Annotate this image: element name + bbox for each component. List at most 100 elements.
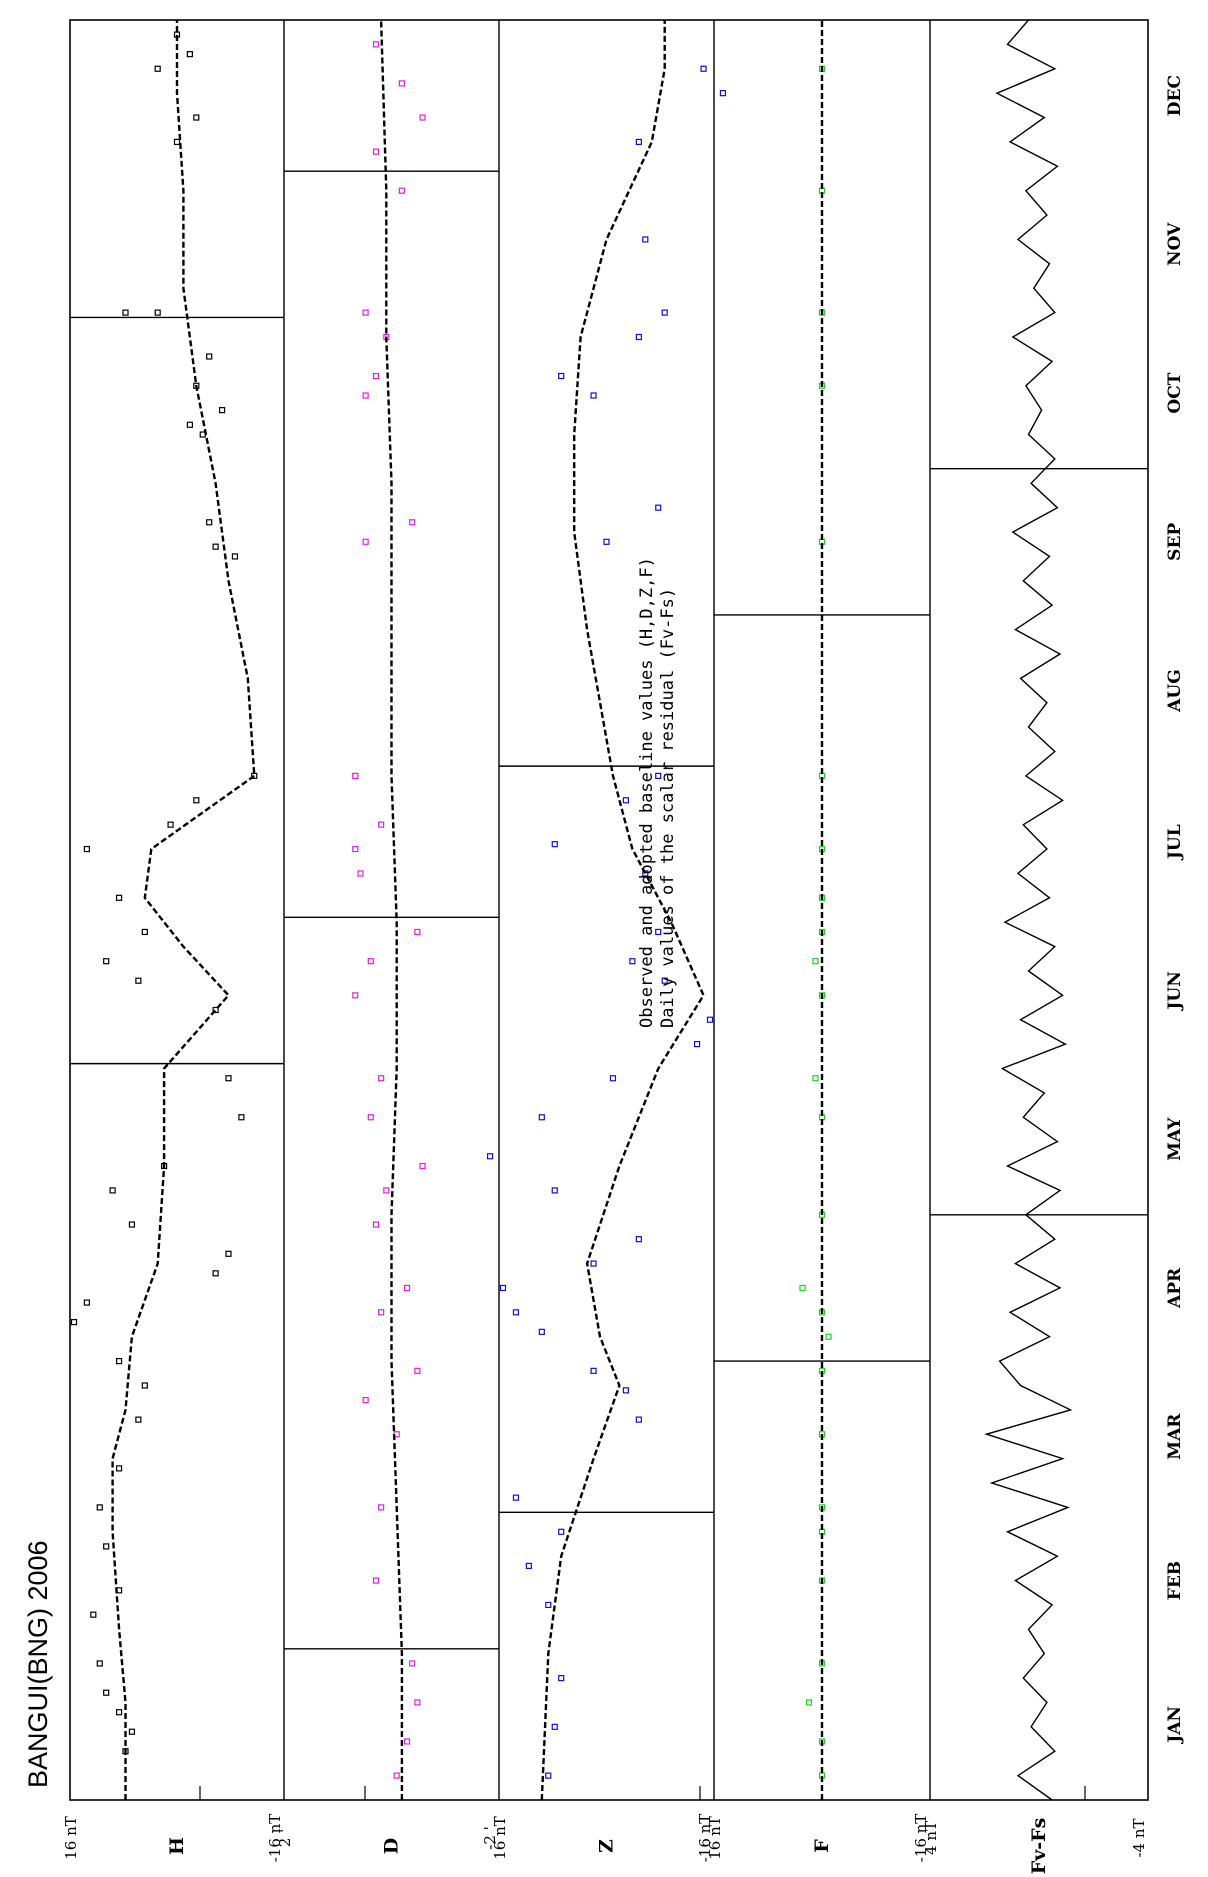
observed-point (352, 845, 359, 853)
observed-point (103, 1689, 110, 1696)
observed-point (115, 1709, 123, 1716)
observed-point (635, 1236, 642, 1243)
observed-point (122, 309, 129, 316)
observed-point (362, 538, 369, 545)
observed-point (141, 928, 148, 936)
observed-point (103, 958, 110, 965)
observed-point (352, 992, 359, 999)
observed-point (551, 1723, 558, 1730)
scale-top-f: 16 nT (706, 1816, 724, 1860)
observed-point (558, 1528, 565, 1535)
observed-point (378, 1309, 385, 1316)
observed-point (486, 1153, 494, 1160)
observed-point (551, 841, 558, 848)
observed-point (135, 1416, 142, 1423)
observed-point (558, 372, 565, 380)
observed-point (398, 187, 405, 194)
scale-bottom-f: -16 nT (912, 1814, 930, 1863)
observed-point (135, 977, 142, 984)
observed-point (372, 41, 380, 48)
panel-label-layer: H16 nT -16 nT D2 ' -2 ' Z16 nT -16 nT F16 nT -1… (62, 1814, 1148, 1875)
observed-point (115, 1357, 123, 1365)
observed-point (545, 1772, 552, 1779)
observed-point (393, 1772, 400, 1779)
observed-point (128, 1221, 136, 1228)
observed-point (141, 1382, 148, 1389)
month-axis: JAN FEB MAR APR MAY JUN JUL AUG SEP OCT NOV DEC (1165, 75, 1185, 1745)
annotation-line-2: Daily values of the scalar residual (Fv-… (658, 588, 678, 1028)
observed-point (635, 333, 642, 341)
observed-point (403, 1738, 411, 1745)
panel-layer (70, 19, 1073, 1801)
observed-point (700, 65, 707, 72)
observed-point (414, 1367, 421, 1374)
baseline-line (540, 20, 705, 1801)
observed-point (622, 797, 630, 804)
observed-point (367, 1114, 374, 1121)
observed-point (590, 1367, 597, 1374)
plot-border (69, 19, 1149, 1801)
panel-label-h: H (166, 1837, 188, 1855)
observed-point (635, 1416, 642, 1423)
scale-top-z: 16 nT (491, 1816, 509, 1860)
observed-point (414, 928, 421, 936)
month-label-nov: NOV (1165, 222, 1185, 266)
observed-point (590, 1260, 597, 1267)
month-label-apr: APR (1165, 1267, 1185, 1309)
observed-point (238, 1114, 245, 1121)
observed-point (419, 114, 426, 121)
observed-point (362, 392, 369, 399)
observed-point (357, 870, 364, 877)
month-label-jul: JUL (1165, 824, 1185, 861)
observed-point (655, 928, 662, 936)
observed-point (825, 1333, 832, 1340)
observed-point (403, 1284, 411, 1292)
observed-point (96, 1660, 103, 1667)
observed-point (103, 1543, 110, 1550)
month-label-mar: MAR (1165, 1413, 1185, 1460)
observed-point (812, 1075, 819, 1082)
observed-point (251, 772, 258, 779)
observed-point (231, 553, 239, 560)
observed-point (70, 1318, 78, 1326)
observed-point (96, 1504, 103, 1511)
observed-point (603, 538, 610, 545)
observed-point (186, 51, 193, 58)
observed-point (83, 845, 90, 853)
observed-point (186, 421, 193, 428)
observed-point (409, 519, 416, 526)
panel-f (799, 20, 832, 1800)
panel-label-z: Z (596, 1839, 618, 1853)
observed-point (655, 504, 662, 511)
observed-point (812, 958, 819, 965)
month-label-may: MAY (1165, 1117, 1185, 1161)
observed-point (212, 1006, 219, 1014)
observed-point (538, 1114, 545, 1121)
observed-point (362, 1397, 369, 1404)
observed-point (609, 1075, 617, 1082)
observed-point (629, 958, 636, 965)
scale-top-h: 16 nT (62, 1816, 80, 1860)
observed-point (545, 1601, 552, 1609)
observed-point (206, 353, 213, 360)
observed-point (378, 1075, 385, 1082)
baseline-line (379, 19, 404, 1800)
observed-point (225, 1075, 232, 1082)
chart-title: BANGUI(BNG) 2006 (23, 1540, 53, 1788)
scale-top-d: 2 ' (276, 1829, 294, 1847)
observed-point (383, 1187, 390, 1194)
month-label-oct: OCT (1165, 372, 1185, 413)
observed-point (414, 1699, 421, 1706)
observed-point (90, 1611, 97, 1618)
scale-bottom-fv-fs: -4 nT (1130, 1818, 1148, 1857)
observed-point (212, 543, 219, 550)
observed-point (558, 1674, 565, 1682)
observed-point (372, 1577, 380, 1584)
observed-point (154, 65, 161, 72)
month-label-sep: SEP (1165, 523, 1185, 561)
observed-point (805, 1699, 813, 1706)
observed-point (352, 772, 359, 779)
panel-z (486, 20, 727, 1801)
observed-point (212, 1270, 219, 1277)
